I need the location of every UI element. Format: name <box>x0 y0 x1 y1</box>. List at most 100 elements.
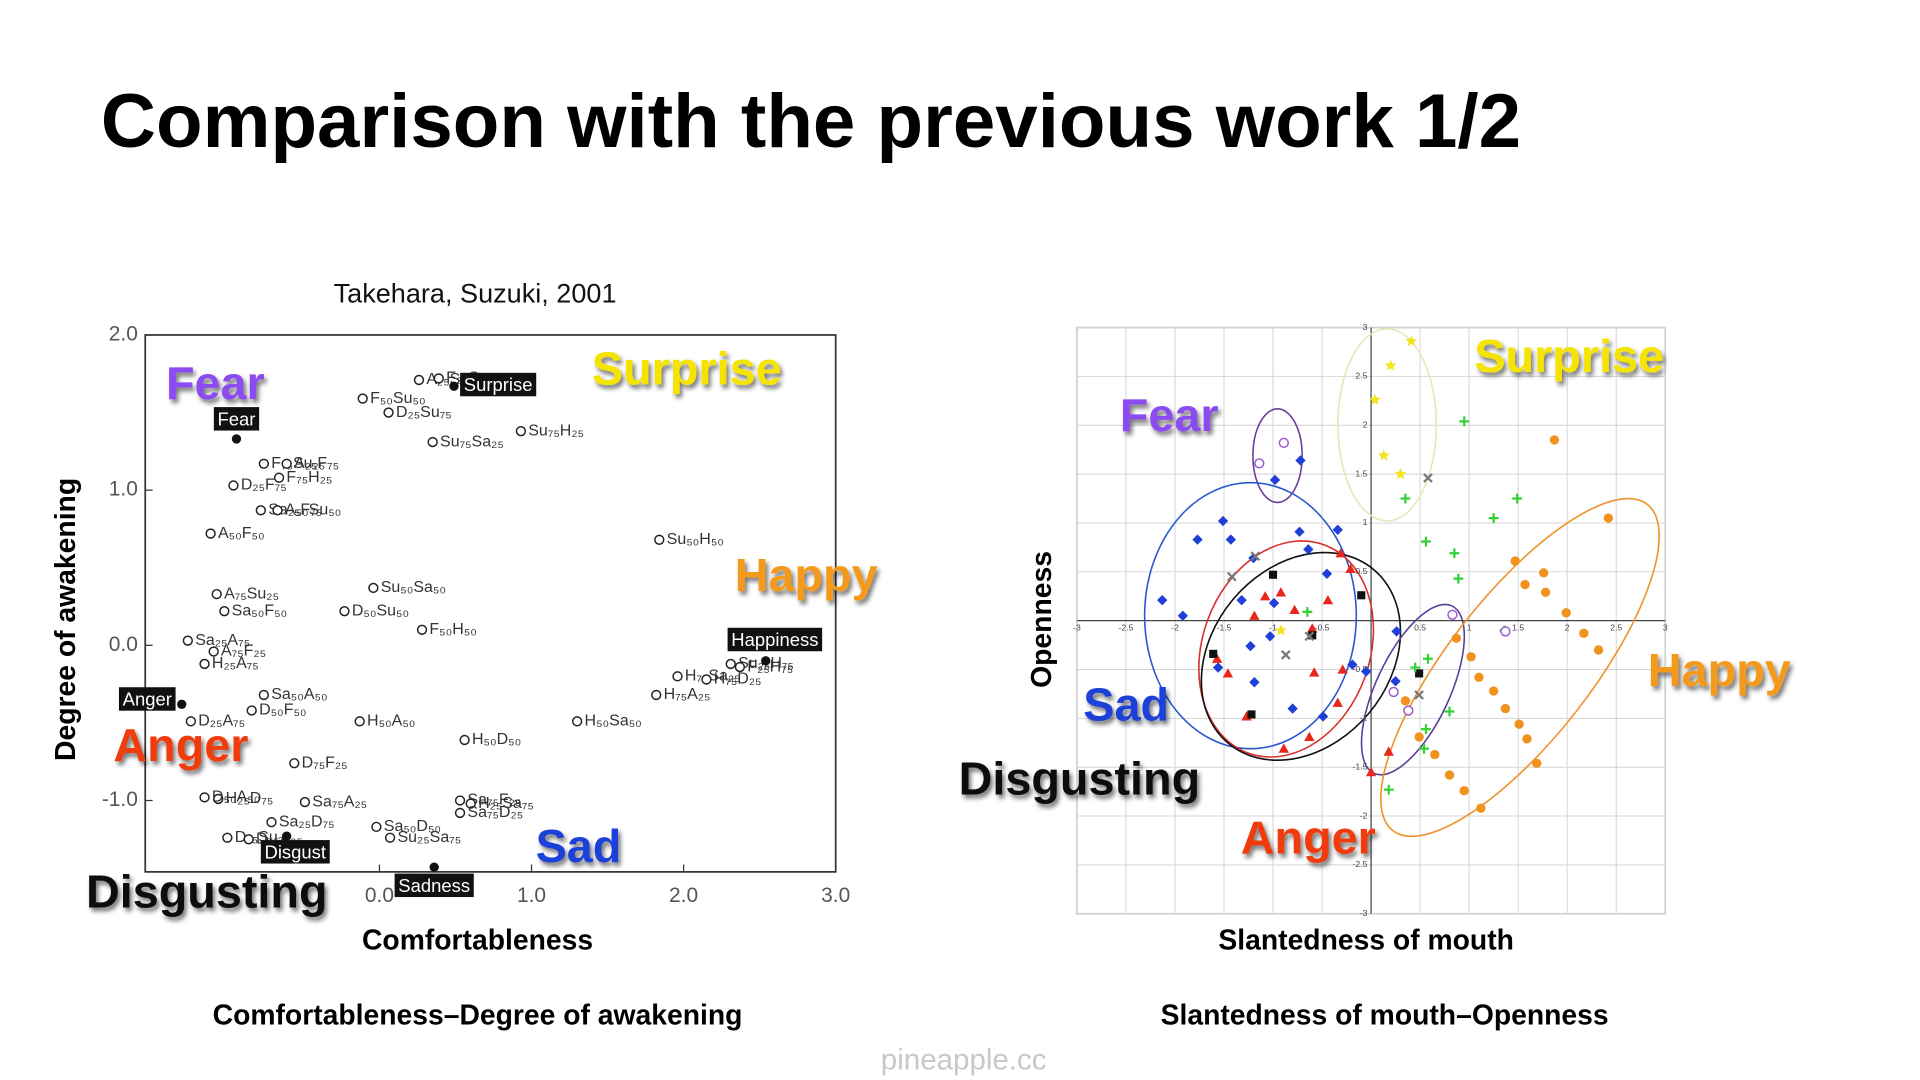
point-label: Su₇₅H₂₅ <box>528 422 584 439</box>
point <box>281 458 292 469</box>
point <box>1403 705 1414 716</box>
point <box>672 671 683 682</box>
point <box>1369 393 1381 405</box>
x-tick-label: -1.5 <box>1217 622 1232 632</box>
point-label-box <box>727 627 823 652</box>
y-tick-label: -2 <box>1360 810 1368 820</box>
point-label: Anger <box>123 688 172 709</box>
emotion-annotation: Surprise <box>592 342 782 394</box>
point <box>1245 640 1256 652</box>
y-tick-label: 2 <box>1363 420 1368 430</box>
point <box>231 434 242 444</box>
point <box>1522 734 1532 744</box>
point-label: H₂₅Sa₇₅ <box>478 795 534 812</box>
point <box>416 624 428 635</box>
cluster-ellipses <box>1143 328 1660 838</box>
emotion-annotation: Disgusting <box>959 752 1201 804</box>
point-label: H₇₅D₂₅ <box>714 671 762 688</box>
point <box>1268 570 1278 579</box>
cluster-ellipse <box>1337 328 1438 522</box>
point <box>1421 724 1431 735</box>
point <box>1540 587 1551 598</box>
point-label: Sa₇₅D₂₅ <box>467 804 523 821</box>
point <box>1391 626 1402 637</box>
point <box>222 832 233 843</box>
emotion-annotation: Happy <box>735 549 878 601</box>
emotion-annotation: Fear <box>1120 389 1219 441</box>
x-tick-label: 1.0 <box>517 884 546 907</box>
point <box>725 658 736 670</box>
point <box>1430 749 1440 760</box>
point <box>281 831 292 841</box>
point <box>1410 662 1421 673</box>
point <box>1250 551 1261 562</box>
watermark: pineapple.cc <box>881 1043 1047 1076</box>
point <box>1449 548 1460 559</box>
point <box>258 458 270 469</box>
point <box>1287 703 1298 714</box>
point <box>1444 770 1455 780</box>
point <box>449 381 459 391</box>
point-label: D₇₅F₂₅ <box>302 754 348 771</box>
point <box>199 658 210 670</box>
point-label: D₅₀A₅₀ <box>212 789 260 806</box>
point <box>1561 608 1571 618</box>
emotion-annotation: Sad <box>1083 678 1169 730</box>
emotion-annotation: Sad <box>536 820 622 872</box>
point <box>1532 758 1542 768</box>
point <box>1211 653 1223 663</box>
plot-area <box>144 334 837 873</box>
point <box>1307 623 1318 633</box>
point <box>1347 659 1358 670</box>
point <box>1222 668 1234 678</box>
point-label: Su₅₀H₅₀ <box>667 531 724 548</box>
point <box>1421 536 1431 547</box>
y-tick-label: 0.0 <box>109 633 138 656</box>
y-tick-label: -0.5 <box>1353 664 1368 674</box>
point <box>1514 719 1524 729</box>
point <box>1447 609 1458 620</box>
point <box>515 425 527 437</box>
point-label: H₅₀A₅₀ <box>367 713 415 730</box>
point <box>1400 696 1411 706</box>
point <box>734 661 746 673</box>
point <box>211 588 222 600</box>
point <box>1304 631 1315 642</box>
point-label: H₂₅A₇₅ <box>212 655 259 672</box>
point <box>1419 743 1429 754</box>
point-label: Sa₇₅F₂₅ <box>467 792 521 809</box>
chart-title: Takehara, Suzuki, 2001 <box>334 278 617 309</box>
point <box>1405 335 1418 347</box>
point-label: A₇₅Su₂₅ <box>224 585 279 602</box>
point <box>1423 653 1433 664</box>
point <box>1361 666 1372 677</box>
point <box>1466 652 1476 662</box>
x-tick-label: -2.5 <box>1119 622 1134 632</box>
point <box>1603 513 1614 523</box>
point <box>371 821 382 833</box>
point <box>1275 624 1287 636</box>
point <box>1217 515 1229 527</box>
point <box>213 793 224 805</box>
point <box>1254 458 1265 469</box>
chart-caption: Slantedness of mouth–Openness <box>1161 999 1609 1031</box>
point <box>1488 686 1499 696</box>
point-label: H₇₅A₂₅ <box>664 686 711 703</box>
point <box>219 606 230 617</box>
point-label: A₅₀F₅₀ <box>218 525 265 542</box>
point <box>383 407 394 418</box>
point <box>1212 662 1224 673</box>
slide-title: Comparison with the previous work 1/2 <box>101 79 1521 164</box>
point <box>1388 686 1399 698</box>
emotion-annotation: Surprise <box>1474 330 1664 382</box>
point-label-box <box>213 407 260 431</box>
point <box>1295 455 1306 466</box>
point-label: Su₂₅Sa₇₅ <box>397 829 461 846</box>
x-tick-label: 2 <box>1565 622 1570 632</box>
point-label: Disgust <box>265 841 327 862</box>
point <box>357 393 368 404</box>
point <box>1593 645 1604 655</box>
point <box>1451 633 1462 643</box>
emotion-annotation: Happy <box>1648 644 1791 696</box>
emotion-annotation: Disgusting <box>86 866 328 918</box>
